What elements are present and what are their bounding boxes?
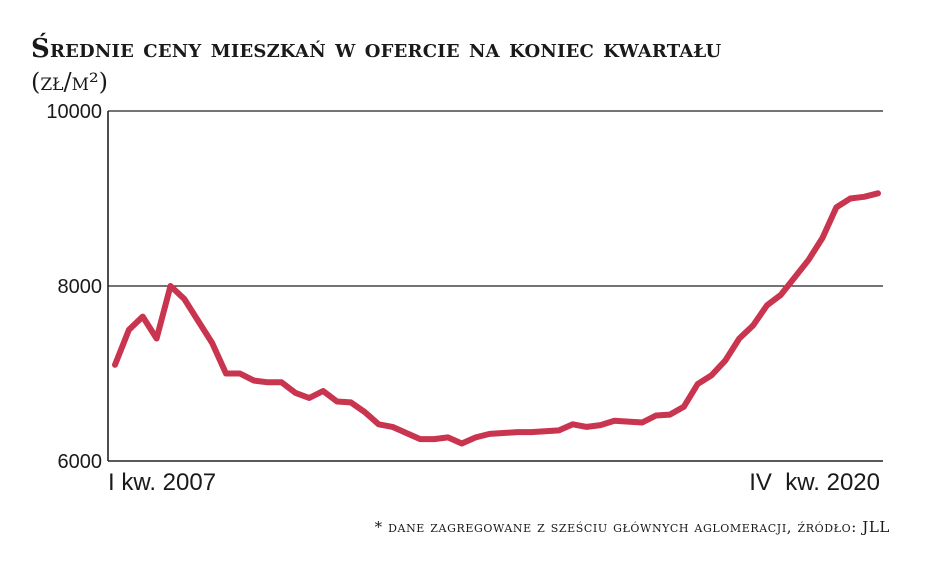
x-label-end: IV kw. 2020: [749, 469, 880, 496]
gridlines: [108, 110, 883, 287]
price-series-line: [112, 190, 881, 447]
y-tick-label: 10000: [46, 101, 102, 123]
x-label-start: I kw. 2007: [108, 469, 216, 496]
unit-label: (zł/m²): [31, 68, 109, 96]
y-tick-label: 6000: [58, 451, 103, 473]
chart-title: Średnie ceny mieszkań w ofercie na konie…: [31, 34, 722, 64]
series: [112, 190, 881, 447]
y-tick-label: 8000: [58, 276, 103, 298]
axes: [107, 111, 883, 462]
y-tick-labels: 10000 8000 6000: [46, 101, 102, 473]
source-footnote: * dane zagregowane z sześciu głównych ag…: [374, 518, 890, 536]
x-category-labels: I kw. 2007 IV kw. 2020: [108, 469, 880, 496]
